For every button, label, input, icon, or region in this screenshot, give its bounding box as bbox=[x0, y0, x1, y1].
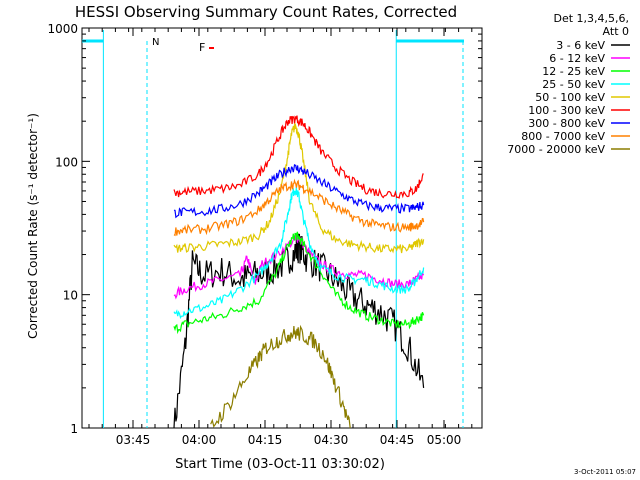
legend-label-9: 7000 - 20000 keV bbox=[507, 143, 605, 156]
x-tick-label: 04:15 bbox=[248, 433, 283, 447]
x-axis-label: Start Time (03-Oct-11 03:30:02) bbox=[175, 457, 385, 472]
chart-title: HESSI Observing Summary Count Rates, Cor… bbox=[75, 3, 457, 21]
y-axis-label: Corrected Count Rate (s⁻¹ detector⁻¹) bbox=[26, 113, 40, 339]
series-line-4 bbox=[173, 186, 425, 320]
y-tick-label: 1000 bbox=[47, 22, 78, 36]
night-marker: N bbox=[152, 37, 159, 48]
legend-label-2: 6 - 12 keV bbox=[549, 52, 605, 65]
series-line-5 bbox=[173, 122, 425, 254]
x-tick-label: 04:00 bbox=[182, 433, 217, 447]
legend-header-line2: Att 0 bbox=[603, 25, 629, 38]
series-lines bbox=[173, 115, 425, 429]
series-line-9 bbox=[210, 324, 351, 429]
legend-header-line1: Det 1,3,4,5,6, bbox=[553, 12, 629, 25]
legend-label-8: 800 - 7000 keV bbox=[521, 130, 605, 143]
series-line-7 bbox=[173, 163, 425, 219]
x-tick-label: 04:30 bbox=[314, 433, 349, 447]
y-tick-label: 10 bbox=[63, 289, 78, 303]
y-tick-label: 1 bbox=[70, 422, 78, 436]
timestamp: 3-Oct-2011 05:07 bbox=[574, 468, 636, 476]
series-line-6 bbox=[173, 115, 424, 199]
legend-label-4: 25 - 50 keV bbox=[542, 78, 605, 91]
y-tick-label: 100 bbox=[55, 155, 78, 169]
day-night-intervals bbox=[82, 30, 464, 428]
plot-frame bbox=[81, 27, 483, 429]
flare-marker: F bbox=[199, 41, 205, 54]
flare-marker-tick bbox=[209, 47, 214, 49]
series-line-8 bbox=[173, 178, 425, 237]
legend-label-6: 100 - 300 keV bbox=[528, 104, 605, 117]
legend-label-3: 12 - 25 keV bbox=[542, 65, 605, 78]
legend-label-5: 50 - 100 keV bbox=[535, 91, 605, 104]
x-tick-label: 05:00 bbox=[427, 433, 462, 447]
axis-ticks: 03:45 04:00 04:15 04:30 04:45 05:00 1 10 100 1000 bbox=[47, 22, 482, 447]
legend-label-7: 300 - 800 keV bbox=[528, 117, 605, 130]
series-line-3 bbox=[173, 231, 425, 335]
x-tick-label: 04:45 bbox=[380, 433, 415, 447]
legend-label-1: 3 - 6 keV bbox=[556, 39, 605, 52]
x-tick-label: 03:45 bbox=[116, 433, 151, 447]
